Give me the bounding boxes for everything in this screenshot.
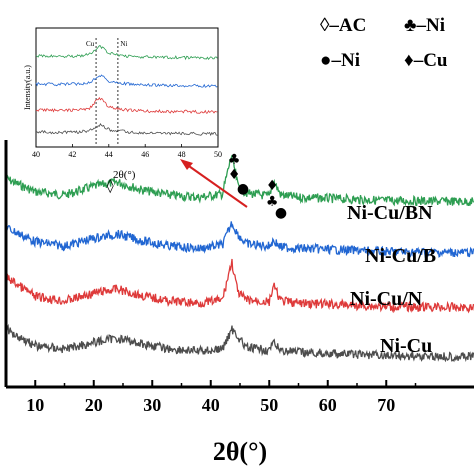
peak-marker: ♣: [228, 152, 241, 168]
series-line-1: [5, 221, 474, 259]
series-line-0: [5, 154, 474, 207]
inset-series-line: [35, 45, 218, 61]
series-label: Ni-Cu: [380, 335, 432, 357]
x-tick-label: 40: [202, 395, 220, 415]
series-line-2: [5, 258, 474, 314]
x-tick-label: 20: [85, 395, 103, 415]
x-tick-label: 70: [377, 395, 395, 415]
x-tick-label: 10: [26, 395, 44, 415]
inset-series-line: [35, 74, 218, 88]
amorphous-label: 2θ(°): [113, 169, 136, 181]
peak-marker: ♦: [266, 178, 279, 194]
inset-x-tick-label: 50: [214, 150, 222, 159]
legend-entry: ♣–Ni: [404, 15, 445, 36]
legend-entry: ◊–AC: [320, 15, 366, 36]
annotations: ♣♦● ♦♣●◊2θ(°): [107, 152, 287, 221]
x-tick-label: 30: [143, 395, 161, 415]
peak-marker: ●: [237, 181, 249, 197]
inset-ref-label: Ni: [120, 40, 127, 48]
callout-arrow: [185, 163, 248, 208]
legend-entry: ●–Ni: [320, 50, 360, 71]
x-tick-label: 60: [319, 395, 337, 415]
inset-x-tick-label: 46: [141, 150, 149, 159]
x-tick-label: 50: [260, 395, 278, 415]
main-axes: 10 20 30 40 50 60 70: [4, 140, 474, 415]
inset-series-line: [35, 96, 218, 114]
series-label: Ni-Cu/BN: [347, 202, 433, 224]
legend: ◊–AC ♣–Ni ●–Ni ♦–Cu: [320, 15, 448, 71]
inset-x-tick-label: 44: [105, 150, 113, 159]
inset-x-tick-label: 40: [32, 150, 40, 159]
series-line-3: [5, 323, 474, 363]
inset-plot: 40 42 44 46 48 50 Intensity(a.u.) Cu Ni: [23, 27, 222, 159]
inset-frame: [35, 27, 219, 148]
inset-x-tick-label: 48: [178, 150, 186, 159]
series-label: Ni-Cu/N: [350, 288, 423, 310]
inset-series-line: [35, 122, 218, 137]
x-axis-title: 2θ(°): [213, 437, 267, 466]
legend-entry: ♦–Cu: [404, 50, 448, 71]
inset-ref-label: Cu: [86, 40, 95, 48]
peak-marker: ♣: [266, 194, 279, 210]
peak-marker: ●: [275, 205, 287, 221]
series-label: Ni-Cu/B: [365, 245, 436, 267]
inset-x-tick-label: 42: [68, 150, 76, 159]
peak-marker: ♦: [228, 167, 241, 183]
amorphous-marker: ◊: [107, 178, 114, 194]
main-plot-area: Ni-Cu/BN Ni-Cu/B Ni-Cu/N Ni-Cu: [5, 154, 474, 363]
inset-y-label: Intensity(a.u.): [23, 65, 32, 110]
callout-arrow-head: [180, 159, 193, 170]
